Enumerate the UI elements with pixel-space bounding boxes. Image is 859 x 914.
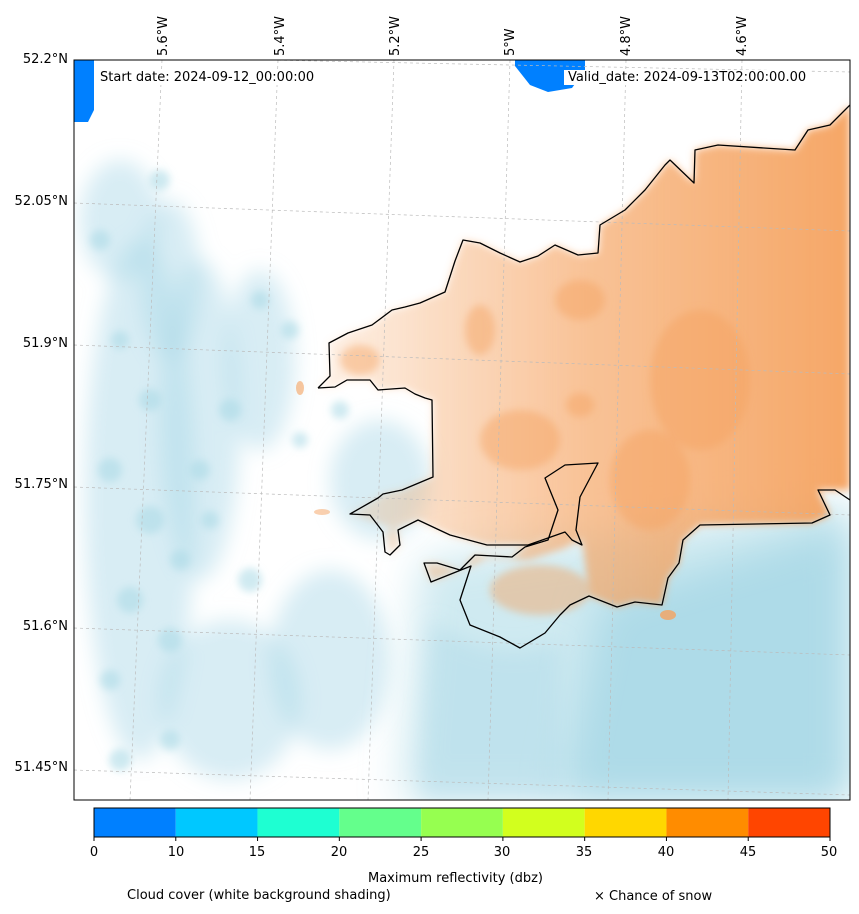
lat-label-51-6n: 51.6°N (22, 619, 68, 634)
start-date-label: Start date: 2024-09-12_00:00:00 (96, 70, 319, 85)
lat-label-51-45n: 51.45°N (14, 760, 68, 775)
lon-label-5-6w: 5.6°W (156, 15, 171, 56)
lat-label-51-75n: 51.75°N (14, 477, 68, 492)
colorbar (93, 807, 831, 841)
colorbar-tick: 0 (89, 845, 99, 860)
coastline (317, 104, 850, 649)
colorbar-tick: 50 (820, 845, 838, 860)
valid-date-label: Valid_date: 2024-09-13T02:00:00.00 (564, 70, 811, 85)
colorbar-segment (339, 808, 422, 837)
lon-label-4-8w: 4.8°W (619, 15, 634, 56)
snow-legend: × Chance of snow (594, 889, 713, 904)
colorbar-segment (421, 808, 503, 837)
colorbar-segment (175, 808, 258, 837)
colorbar-tick: 25 (412, 845, 430, 860)
lon-label-4-6w: 4.6°W (735, 15, 750, 56)
lon-label-5w: 5°W (503, 28, 518, 56)
colorbar-segment (94, 808, 176, 837)
colorbar-label: Maximum reflectivity (dbz) (368, 871, 543, 886)
colorbar-tick: 40 (657, 845, 675, 860)
colorbar-segment (584, 808, 667, 837)
map-area (74, 60, 850, 800)
map-frame (73, 59, 851, 801)
colorbar-tick: 10 (167, 845, 185, 860)
colorbar-tick: 45 (739, 845, 757, 860)
lon-label-5-4w: 5.4°W (273, 15, 288, 56)
colorbar-segment (502, 808, 585, 837)
cloud-cells (90, 170, 349, 771)
land-reflectivity-shading (296, 105, 850, 620)
colorbar-frame (93, 807, 831, 838)
colorbar-tick: 30 (493, 845, 511, 860)
lat-label-52-05n: 52.05°N (14, 194, 68, 209)
lat-label-51-9n: 51.9°N (22, 336, 68, 351)
cloud-cover-legend: Cloud cover (white background shading) (127, 888, 391, 903)
colorbar-segment (666, 808, 749, 837)
lon-label-5-2w: 5.2°W (388, 15, 403, 56)
colorbar-tick: 15 (248, 845, 266, 860)
colorbar-segment (748, 808, 830, 837)
colorbar-tick: 20 (330, 845, 348, 860)
lat-label-52-2n: 52.2°N (22, 52, 68, 67)
colorbar-segment (257, 808, 340, 837)
colorbar-tick: 35 (575, 845, 593, 860)
